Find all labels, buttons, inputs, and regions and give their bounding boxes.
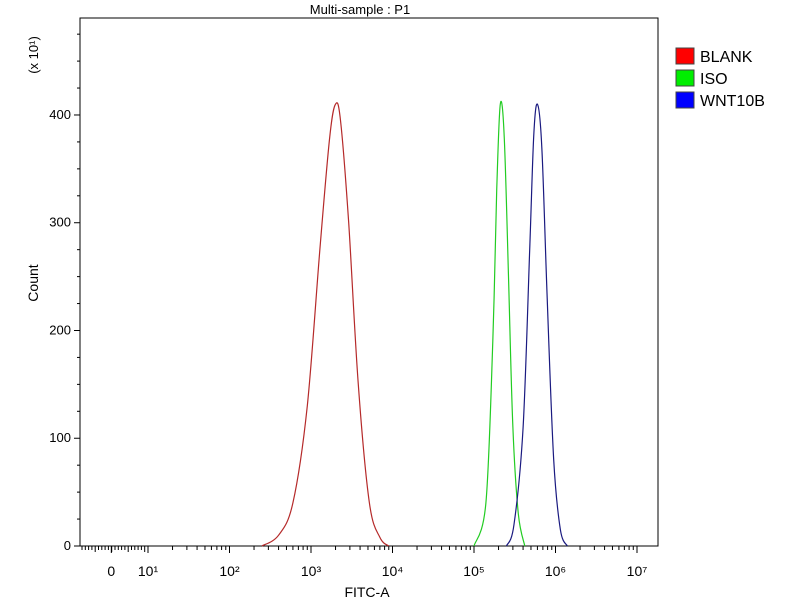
x-tick-label-6: 10⁶ xyxy=(545,563,566,579)
y-tick-label-0: 0 xyxy=(64,538,71,553)
legend-label-blank: BLANK xyxy=(700,49,753,66)
x-tick-label-7: 10⁷ xyxy=(627,563,648,579)
legend-swatch-wnt10b xyxy=(675,91,695,109)
y-tick-label-2: 200 xyxy=(49,322,71,337)
y-tick-label-3: 300 xyxy=(49,215,71,230)
x-tick-label-2: 10² xyxy=(219,563,240,579)
legend-label-iso: ISO xyxy=(700,71,728,88)
y-multiplier-label: (x 10¹) xyxy=(26,36,41,74)
series-lines xyxy=(261,100,568,547)
legend-swatch-iso xyxy=(675,69,695,87)
series-line-iso xyxy=(473,100,526,547)
series-line-wnt10b xyxy=(505,103,568,547)
y-axis-ticks: 0 100 200 300 400 xyxy=(49,33,80,553)
series-line-blank xyxy=(261,102,390,547)
chart-title: Multi-sample : P1 xyxy=(310,2,410,17)
legend: BLANK ISO WNT10B xyxy=(675,47,765,110)
x-tick-label-4: 10⁴ xyxy=(382,563,404,579)
y-axis-label: Count xyxy=(25,264,41,301)
legend-label-wnt10b: WNT10B xyxy=(700,93,765,110)
x-tick-label-3: 10³ xyxy=(301,563,322,579)
legend-swatch-blank xyxy=(675,47,695,65)
x-tick-label-1: 10¹ xyxy=(138,563,159,579)
x-axis-label: FITC-A xyxy=(344,584,390,600)
x-axis-ticks: 0 10¹ 10² 10³ 10⁴ 10⁵ 10⁶ 10⁷ xyxy=(81,546,648,579)
plot-frame xyxy=(79,17,659,547)
x-tick-label-5: 10⁵ xyxy=(463,563,484,579)
x-tick-label-0: 0 xyxy=(107,563,115,579)
y-tick-label-1: 100 xyxy=(49,430,71,445)
y-tick-label-4: 400 xyxy=(49,107,71,122)
